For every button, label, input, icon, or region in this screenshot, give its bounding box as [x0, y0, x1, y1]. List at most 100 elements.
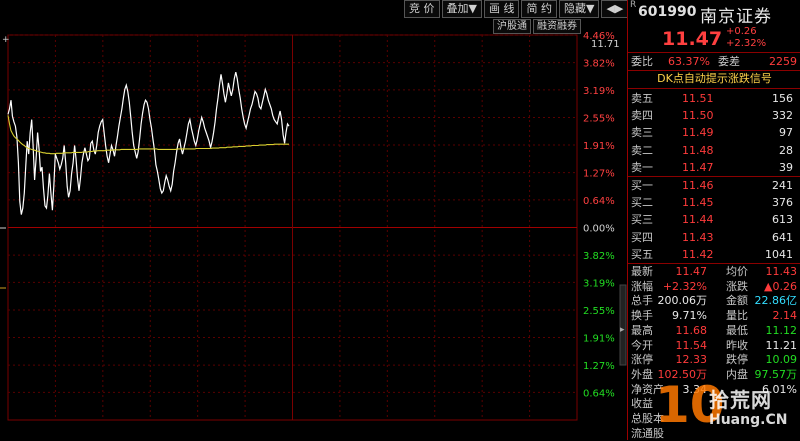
stat-label: 净资产: [631, 382, 664, 396]
diff-label: 委差: [718, 55, 740, 68]
pct-tick-label: 1.91%: [583, 141, 615, 152]
buy-price: 11.43: [682, 230, 714, 244]
stat-value: 97.57万: [754, 367, 798, 381]
price-tick-label: 11.71: [591, 39, 620, 50]
stat-label: 涨幅: [631, 279, 653, 293]
prev-next-arrows-icon[interactable]: ◀▶: [601, 0, 629, 18]
divider: [628, 263, 800, 264]
intraday-chart[interactable]: 4.46% 3.82% 3.19% 2.55% 1.91% 1.27% 0.64% 0.00%…: [0, 0, 627, 440]
pct-tick-label: 1.91%: [583, 334, 615, 345]
buy-volume: 376: [772, 196, 793, 210]
stat-label: 总股本: [631, 412, 664, 425]
stat-row: 涨幅 +2.32% 涨跌 ▲0.26: [628, 279, 800, 294]
pct-tick-label: 3.82%: [583, 251, 615, 262]
buy-label: 买二: [631, 196, 653, 210]
stat-label: 今开: [631, 338, 653, 352]
buy-label: 买四: [631, 230, 653, 244]
buy-label: 买一: [631, 179, 653, 192]
overlay-dropdown[interactable]: 叠加▼: [441, 0, 482, 18]
pct-tick-label: 3.82%: [583, 59, 615, 70]
panel-scrollbar[interactable]: [619, 284, 627, 366]
chart-toolbar: 竞 价 叠加▼ 画 线 简 约 隐藏▼ ◀▶: [404, 0, 630, 18]
dk-signal-banner[interactable]: DK点自动提示涨跌信号: [657, 72, 772, 85]
cursor-marker: +: [2, 35, 10, 45]
margin-trading-tab[interactable]: 融资融券: [533, 19, 581, 34]
buy-row[interactable]: 买一 11.46 241: [628, 177, 800, 194]
stock-name[interactable]: 南京证券: [700, 7, 772, 27]
buy-label: 买三: [631, 213, 653, 227]
buy-volume: 613: [772, 213, 793, 227]
change-percent: +2.32%: [726, 38, 767, 49]
diff-value: 2259: [769, 55, 797, 68]
pct-tick-label: 1.27%: [583, 361, 615, 372]
simple-mode-button[interactable]: 简 约: [521, 0, 557, 18]
pct-tick-label: 2.55%: [583, 113, 615, 124]
stat-row: 总手 200.06万 金额 22.86亿: [628, 293, 800, 308]
stat-value: 6.01%: [762, 382, 797, 396]
buy-price: 11.45: [682, 196, 714, 210]
auction-button[interactable]: 竞 价: [404, 0, 440, 18]
sell-volume: 156: [772, 92, 793, 105]
pct-tick-label: 3.19%: [583, 278, 615, 289]
stat-value: 12.33: [675, 353, 708, 367]
stat-row: 总股本: [628, 411, 800, 426]
stock-code[interactable]: 601990: [638, 4, 697, 20]
stat-row: 换手 9.71% 量比 2.14: [628, 308, 800, 323]
hide-dropdown[interactable]: 隐藏▼: [558, 0, 600, 18]
quote-panel: R 601990 南京证券 11.47 +0.26 +2.32% 委比 63.3…: [627, 0, 800, 440]
stat-value: 10.09: [765, 353, 798, 367]
divider: [628, 176, 800, 177]
stat-value: 200.06万: [657, 294, 708, 308]
avg-price-line: [7, 115, 289, 155]
stat-row: 最新 11.47 均价 11.43: [628, 264, 800, 279]
stock-header: R 601990 南京证券 11.47 +0.26 +2.32%: [628, 0, 800, 52]
stat-value: 11.54: [675, 338, 708, 352]
buy-row[interactable]: 买三 11.44 613: [628, 211, 800, 228]
stat-label: 流通股: [631, 426, 664, 440]
last-price: 11.47: [662, 28, 723, 50]
stat-value: 11.68: [675, 323, 708, 337]
order-ratio-row: 委比 63.37% 委差 2259: [628, 53, 800, 70]
pct-tick-label: 1.27%: [583, 169, 615, 180]
stat-value: 11.21: [765, 338, 798, 352]
sell-row[interactable]: 卖二 11.48 28: [628, 142, 800, 159]
buy-row[interactable]: 买二 11.45 376: [628, 194, 800, 211]
divider: [628, 70, 800, 71]
buy-price: 11.46: [682, 179, 714, 192]
sell-row[interactable]: 卖五 11.51 156: [628, 90, 800, 107]
stat-value: 102.50万: [657, 367, 708, 381]
buy-price: 11.42: [682, 247, 714, 261]
sell-label: 卖三: [631, 126, 653, 140]
stat-label: 最新: [631, 265, 653, 278]
sell-row[interactable]: 卖四 11.50 332: [628, 107, 800, 124]
watermark-url: Huang.CN: [709, 412, 788, 428]
buy-label: 买五: [631, 247, 653, 261]
buy-row[interactable]: 买五 11.42 1041: [628, 246, 800, 263]
sell-row[interactable]: 卖三 11.49 97: [628, 124, 800, 141]
stat-row: 涨停 12.33 跌停 10.09: [628, 352, 800, 367]
stat-value: 11.47: [675, 265, 708, 278]
stat-label: 昨收: [726, 338, 748, 352]
stat-value: 11.43: [765, 265, 798, 278]
buy-row[interactable]: 买四 11.43 641: [628, 229, 800, 246]
watermark-number: 10: [655, 376, 725, 434]
buy-volume: 641: [772, 230, 793, 244]
stat-value: 2.14: [772, 309, 798, 323]
stat-label: 量比: [726, 309, 748, 323]
draw-line-button[interactable]: 画 线: [483, 0, 520, 18]
sell-volume: 332: [772, 109, 793, 123]
stat-value: 3.34: [682, 382, 708, 396]
sell-label: 卖一: [631, 160, 653, 174]
collapse-arrow-icon[interactable]: ▸: [620, 325, 625, 335]
hk-connect-tab[interactable]: 沪股通: [493, 19, 531, 34]
sell-row[interactable]: 卖一 11.47 39: [628, 159, 800, 176]
pct-tick-label: 0.64%: [583, 196, 615, 207]
price-line: [7, 71, 290, 215]
sell-price: 11.47: [682, 160, 714, 174]
divider: [628, 52, 800, 53]
stat-label: 金额: [726, 294, 748, 308]
stat-row: 流通股: [628, 426, 800, 441]
sell-price: 11.51: [682, 92, 714, 105]
stat-row: 最高 11.68 最低 11.12: [628, 323, 800, 338]
sell-price: 11.49: [682, 126, 714, 140]
